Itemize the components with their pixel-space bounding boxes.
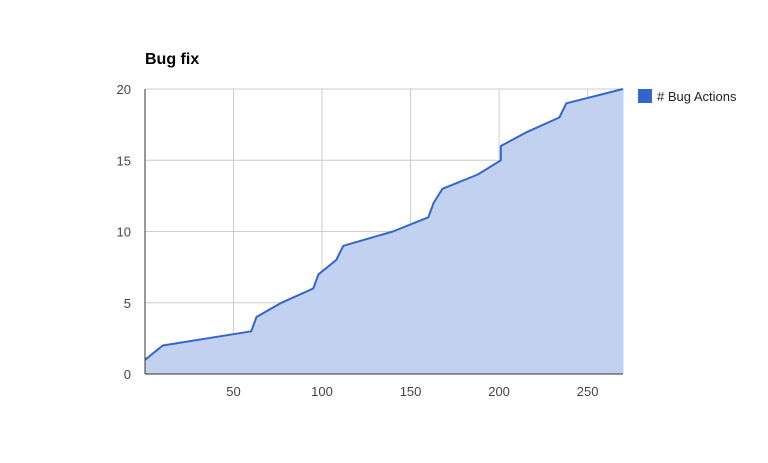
legend-swatch xyxy=(638,89,652,103)
series-line xyxy=(144,88,624,361)
legend: # Bug Actions xyxy=(638,89,737,104)
x-tick-label: 250 xyxy=(577,384,599,399)
x-tick-label: 100 xyxy=(311,384,333,399)
axes xyxy=(144,89,623,375)
tick-labels: 0 5 10 15 20 50 100 150 200 250 xyxy=(117,82,599,399)
x-tick-label: 200 xyxy=(488,384,510,399)
area-layer xyxy=(144,88,624,374)
y-tick-label: 20 xyxy=(117,82,131,97)
x-tick-label: 50 xyxy=(226,384,240,399)
chart-title: Bug fix xyxy=(145,51,199,68)
y-tick-label: 10 xyxy=(117,225,131,240)
x-tick-label: 150 xyxy=(400,384,422,399)
legend-label: # Bug Actions xyxy=(657,89,737,104)
y-tick-label: 15 xyxy=(117,153,131,168)
y-tick-label: 0 xyxy=(124,367,131,382)
y-tick-label: 5 xyxy=(124,296,131,311)
series-area-fill xyxy=(145,89,623,374)
